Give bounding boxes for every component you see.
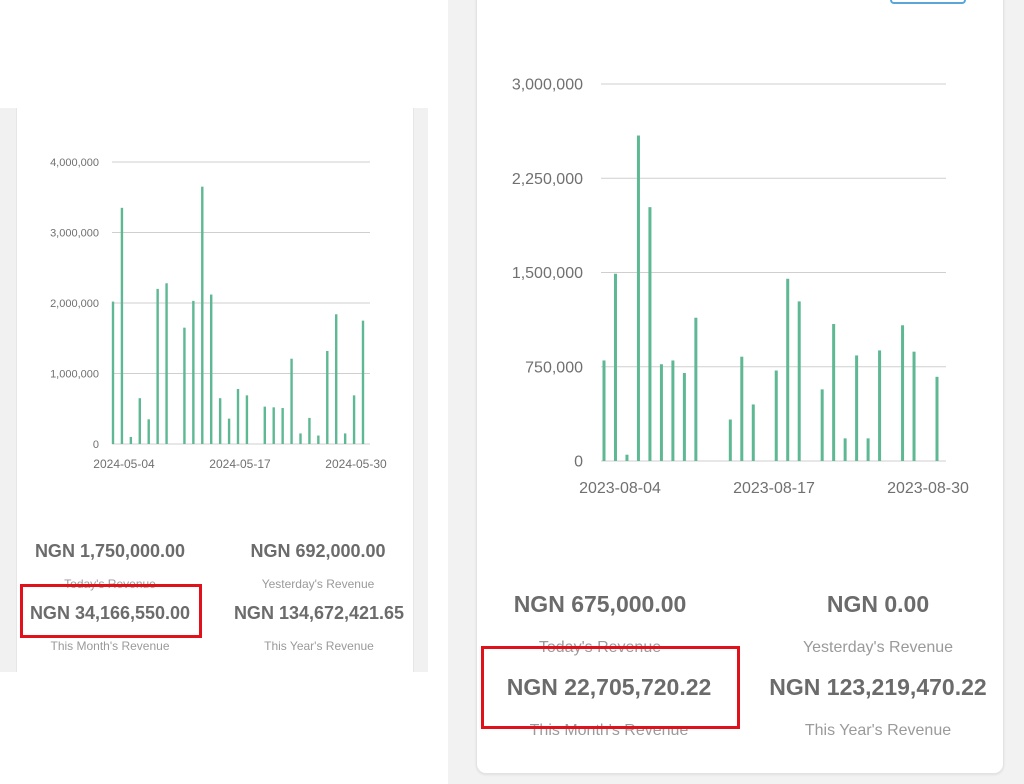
y-tick-label: 0: [93, 439, 99, 451]
bar: [625, 454, 629, 461]
bar: [786, 278, 790, 461]
left-card-surface: [16, 108, 414, 672]
right-year-value: NGN 123,219,470.22: [769, 674, 987, 700]
bar: [281, 408, 284, 444]
bar: [183, 327, 186, 444]
bar: [728, 419, 732, 461]
bar: [694, 317, 698, 461]
left-month-value: NGN 34,166,550.00: [29, 603, 191, 623]
bar: [272, 407, 275, 444]
bar: [210, 294, 213, 444]
right-yesterday-label: Yesterday's Revenue: [802, 639, 954, 656]
bar: [138, 398, 141, 444]
bar: [129, 436, 133, 444]
left-month-highlight-box: [20, 584, 202, 638]
right-yesterday-value: NGN 0.00: [826, 591, 930, 617]
right-revenue-card: [476, 0, 1004, 774]
bar: [671, 360, 675, 461]
bar: [308, 417, 311, 444]
bar: [343, 433, 347, 444]
bar: [751, 404, 755, 461]
left-yesterday-label: Yesterday's Revenue: [261, 577, 375, 591]
bar: [147, 419, 150, 444]
top-right-button[interactable]: [890, 0, 966, 4]
bar: [740, 356, 744, 461]
bar: [165, 283, 168, 444]
bar: [820, 389, 824, 461]
left-year-label: This Year's Revenue: [264, 639, 374, 653]
bar: [236, 389, 240, 444]
bar: [935, 376, 939, 461]
bar: [227, 418, 231, 444]
bar: [218, 398, 222, 444]
bar: [659, 364, 663, 461]
left-yesterday-value: NGN 692,000.00: [250, 541, 386, 561]
x-tick-label: 2023-08-30: [887, 480, 969, 497]
bar: [201, 186, 204, 445]
left-month-label: This Month's Revenue: [50, 639, 170, 653]
y-tick-label: 1,500,000: [512, 265, 583, 282]
y-tick-label: 750,000: [525, 359, 583, 376]
bar: [111, 301, 115, 444]
bar: [120, 207, 124, 444]
bar: [843, 438, 847, 461]
right-revenue-chart: 0 750,000 1,500,000 2,250,000 3,000,000 2023-…: [512, 77, 969, 497]
bar: [156, 288, 159, 444]
bar: [855, 355, 859, 461]
y-tick-label: 1,000,000: [50, 368, 99, 380]
right-today-value: NGN 675,000.00: [513, 591, 687, 617]
bar: [326, 350, 329, 444]
x-tick-label: 2023-08-17: [733, 480, 815, 497]
y-tick-label: 2,250,000: [512, 171, 583, 188]
bar: [866, 438, 870, 461]
y-tick-label: 4,000,000: [50, 157, 99, 169]
bar: [797, 301, 801, 461]
bar: [832, 324, 836, 461]
left-revenue-chart: 0 1,000,000 2,000,000 3,000,000 4,000,000 202…: [50, 157, 387, 471]
bar: [263, 406, 266, 444]
bar: [245, 395, 249, 444]
bar: [335, 314, 338, 444]
y-tick-label: 2,000,000: [50, 298, 99, 310]
y-tick-label: 3,000,000: [512, 77, 583, 94]
left-today-value: NGN 1,750,000.00: [34, 541, 186, 561]
left-year-value: NGN 134,672,421.65: [233, 603, 405, 623]
left-revenue-card: [0, 108, 428, 672]
bar: [317, 435, 320, 444]
bar: [602, 360, 606, 461]
right-year-label: This Year's Revenue: [804, 722, 952, 739]
x-tick-label: 2024-05-17: [209, 457, 271, 471]
bar: [636, 135, 640, 462]
y-tick-label: 0: [574, 454, 583, 471]
x-tick-label: 2024-05-30: [325, 457, 387, 471]
bar: [613, 273, 617, 461]
y-tick-label: 3,000,000: [50, 227, 99, 239]
bar: [361, 320, 365, 444]
bar: [912, 351, 916, 461]
x-tick-label: 2023-08-04: [579, 480, 661, 497]
bar: [352, 395, 356, 444]
bar: [290, 358, 293, 444]
bar: [648, 207, 652, 461]
right-month-highlight-box: [481, 646, 740, 729]
bar: [299, 433, 302, 444]
bar: [682, 373, 686, 461]
bar: [901, 325, 905, 461]
bar: [192, 300, 195, 444]
right-month-value: NGN 22,705,720.22: [506, 674, 712, 700]
x-tick-label: 2024-05-04: [93, 457, 155, 471]
bar: [774, 370, 778, 461]
bar: [878, 350, 882, 461]
